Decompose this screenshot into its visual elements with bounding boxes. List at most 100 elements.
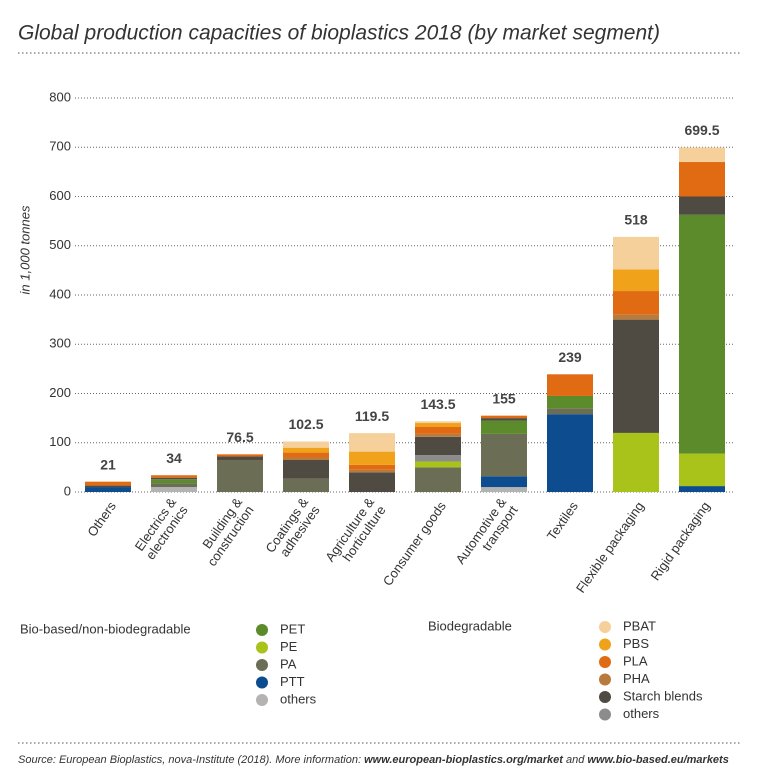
bar-segment [85, 481, 131, 486]
bar-segment [217, 459, 263, 492]
bar-segment [415, 467, 461, 492]
x-tick-label: Agriculture &horticulture [323, 495, 390, 573]
x-tick-label: Consumer goods [380, 499, 449, 589]
bar-segment [151, 479, 197, 484]
bar-segment [283, 452, 329, 458]
bar-segment [547, 395, 593, 409]
legend-label: PET [280, 621, 305, 636]
x-tick-label: Coatings &adhesives [263, 495, 324, 564]
bar-segment [349, 469, 395, 473]
bar-segment [283, 478, 329, 492]
bar-segment [85, 485, 131, 488]
bar-segment [679, 162, 725, 197]
bar-segment [481, 418, 527, 421]
bar-segment [481, 433, 527, 477]
bar-segment [283, 447, 329, 453]
bar-segment [613, 314, 659, 320]
legend-group-title: Biodegradable [428, 618, 512, 633]
bar-segment [349, 472, 395, 492]
total-label: 155 [492, 390, 516, 406]
x-tick-label: Textiles [544, 499, 581, 544]
total-label: 34 [166, 450, 182, 466]
bar-segment [547, 374, 593, 396]
bar-segment [283, 459, 329, 479]
bar-segment [217, 454, 263, 457]
legend-label: others [623, 706, 660, 721]
legend-swatch [599, 638, 611, 651]
bar-segment [481, 420, 527, 434]
total-label: 699.5 [684, 122, 719, 138]
bar-segment [679, 196, 725, 215]
bar-segment [415, 461, 461, 468]
x-tick-label: Electrics &electronics [132, 495, 192, 563]
legend-swatch [599, 656, 611, 668]
bar-segment [349, 433, 395, 452]
bar-segment [481, 476, 527, 488]
bar-segment [547, 414, 593, 492]
bar-segment [349, 451, 395, 465]
bar-segment [481, 415, 527, 419]
source: Source: European Bioplastics, nova-Insti… [18, 754, 729, 766]
y-tick-label: 200 [49, 385, 71, 400]
x-tick-label: Others [85, 499, 120, 540]
x-tick-label: Flexible packaging [573, 499, 647, 596]
y-tick-label: 800 [49, 89, 71, 104]
bar-segment [283, 457, 329, 460]
legend-swatch [256, 641, 268, 654]
legend-label: PE [280, 639, 298, 654]
y-axis-label: in 1,000 tonnes [17, 205, 32, 294]
bar-segment [613, 269, 659, 292]
bar-segment [283, 441, 329, 448]
bar-segment [85, 487, 131, 492]
y-tick-label: 100 [49, 434, 71, 449]
y-tick-label: 500 [49, 237, 71, 252]
total-label: 143.5 [420, 396, 455, 412]
legend-group-title: Bio-based/non-biodegradable [20, 621, 191, 636]
y-tick-label: 600 [49, 188, 71, 203]
chart-title: Global production capacities of bioplast… [18, 22, 660, 45]
total-label: 119.5 [355, 408, 389, 424]
bar-segment [613, 236, 659, 270]
legend-swatch [256, 659, 268, 671]
bar-segment [481, 487, 527, 492]
source-text: Source: European Bioplastics, nova-Insti… [18, 754, 361, 766]
legend-label: PA [280, 656, 297, 671]
x-tick-label: Rigid packaging [648, 499, 713, 583]
bar-segment [415, 426, 461, 434]
bar-segment [679, 214, 725, 454]
total-label: 21 [100, 456, 116, 472]
legend-swatch [256, 694, 268, 706]
legend-label: Starch blends [623, 688, 703, 703]
bar-segment [151, 483, 197, 488]
bar-segment [679, 453, 725, 487]
total-label: 518 [624, 212, 648, 228]
legend-label: PHA [623, 671, 650, 686]
legend-swatch [599, 673, 611, 686]
bar-segment [151, 475, 197, 478]
bar-segment [217, 456, 263, 460]
y-tick-label: 300 [49, 336, 71, 351]
total-label: 76.5 [226, 429, 253, 445]
legend-label: PBS [623, 636, 649, 651]
legend-swatch [256, 676, 268, 689]
source-link: www.european-bioplastics.org/market [364, 754, 564, 766]
x-tick-label: Building &construction [193, 495, 257, 569]
legend-swatch [599, 621, 611, 633]
bar-segment [151, 477, 197, 480]
bar-segment [613, 432, 659, 492]
legend-swatch [599, 708, 611, 721]
bar-segment [613, 319, 659, 433]
total-label: 239 [558, 349, 582, 365]
legend-swatch [256, 624, 268, 636]
y-tick-label: 400 [49, 286, 71, 301]
y-tick-label: 700 [49, 139, 71, 154]
y-tick-label: 0 [64, 483, 71, 498]
bar-segment [415, 423, 461, 427]
bar-segment [679, 486, 725, 492]
bar-segment [151, 487, 197, 492]
bar-segment [415, 433, 461, 437]
legend-label: PLA [623, 653, 648, 668]
total-label: 102.5 [288, 416, 323, 432]
bar-segment [415, 421, 461, 424]
